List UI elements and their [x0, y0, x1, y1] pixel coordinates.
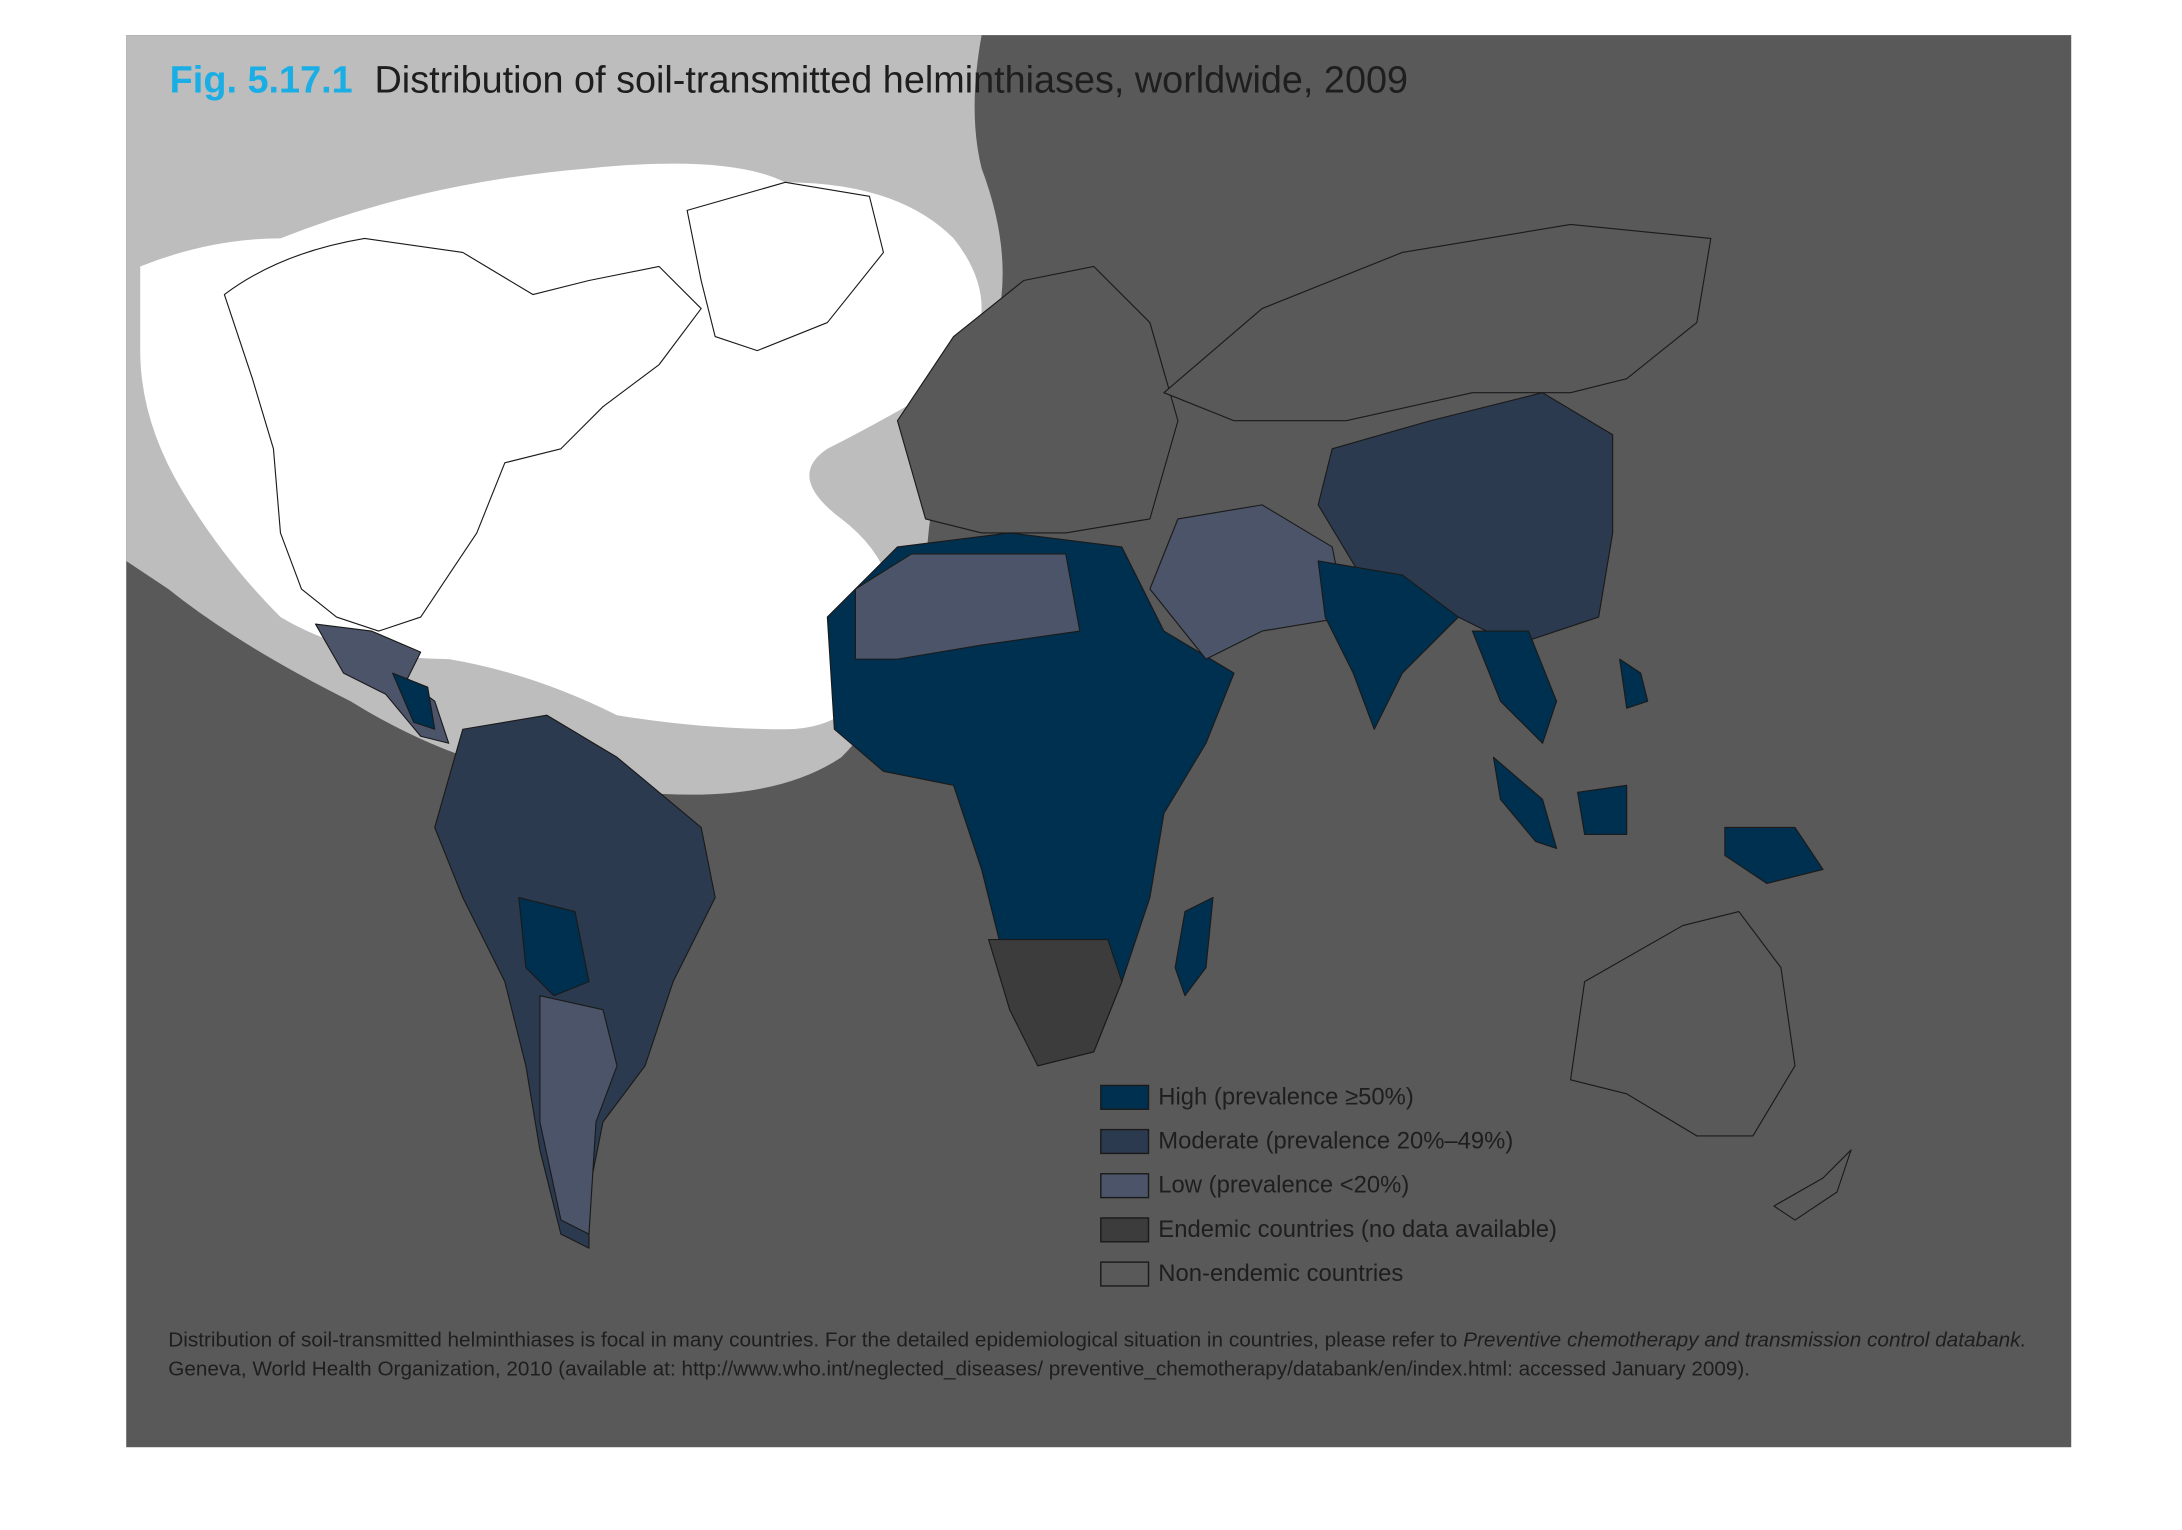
legend-label: Non-endemic countries — [1158, 1260, 1403, 1287]
title-text: Distribution of soil-transmitted helmint… — [375, 60, 1409, 102]
africa — [826, 532, 1235, 1067]
central-america-high — [392, 672, 436, 730]
legend-label: Moderate (prevalence 20%–49%) — [1158, 1128, 1513, 1155]
legend-label: Low (prevalence <20%) — [1158, 1172, 1409, 1199]
legend-label: High (prevalence ≥50%) — [1158, 1083, 1413, 1110]
southern-africa — [988, 939, 1123, 1067]
legend-swatch — [1100, 1084, 1150, 1110]
note-line-1: Distribution of soil-transmitted helmint… — [168, 1329, 2026, 1351]
north-america — [223, 237, 702, 632]
legend-label: Endemic countries (no data available) — [1158, 1216, 1557, 1243]
legend-swatch — [1100, 1173, 1150, 1199]
note-line-2: Geneva, World Health Organization, 2010 … — [168, 1359, 1750, 1381]
legend-swatch — [1100, 1128, 1150, 1155]
middle-east — [1149, 504, 1347, 660]
new-zealand — [1773, 1149, 1852, 1221]
argentina — [539, 995, 618, 1235]
india — [1317, 560, 1459, 730]
bolivia — [518, 896, 590, 997]
new-guinea — [1724, 826, 1824, 885]
sumatra — [1492, 756, 1558, 849]
figure-label: Fig. 5.17.1 — [170, 60, 353, 102]
southeast-asia — [1471, 630, 1558, 744]
note-italic: Preventive chemotherapy and transmission… — [1463, 1329, 2026, 1351]
note-text: Distribution of soil-transmitted helmint… — [168, 1329, 1463, 1351]
madagascar — [1174, 896, 1214, 997]
map-title: Fig. 5.17.1 Distribution of soil-transmi… — [170, 60, 1408, 102]
europe — [896, 265, 1179, 534]
legend: High (prevalence ≥50%) Moderate (prevalen… — [1100, 1083, 1557, 1287]
australia — [1570, 910, 1796, 1137]
greenland — [686, 181, 885, 352]
borneo — [1577, 784, 1628, 835]
legend-swatch — [1100, 1217, 1150, 1243]
philippines — [1619, 658, 1649, 709]
russia — [1163, 223, 1712, 422]
legend-swatch — [1100, 1261, 1150, 1287]
north-africa — [854, 553, 1081, 660]
